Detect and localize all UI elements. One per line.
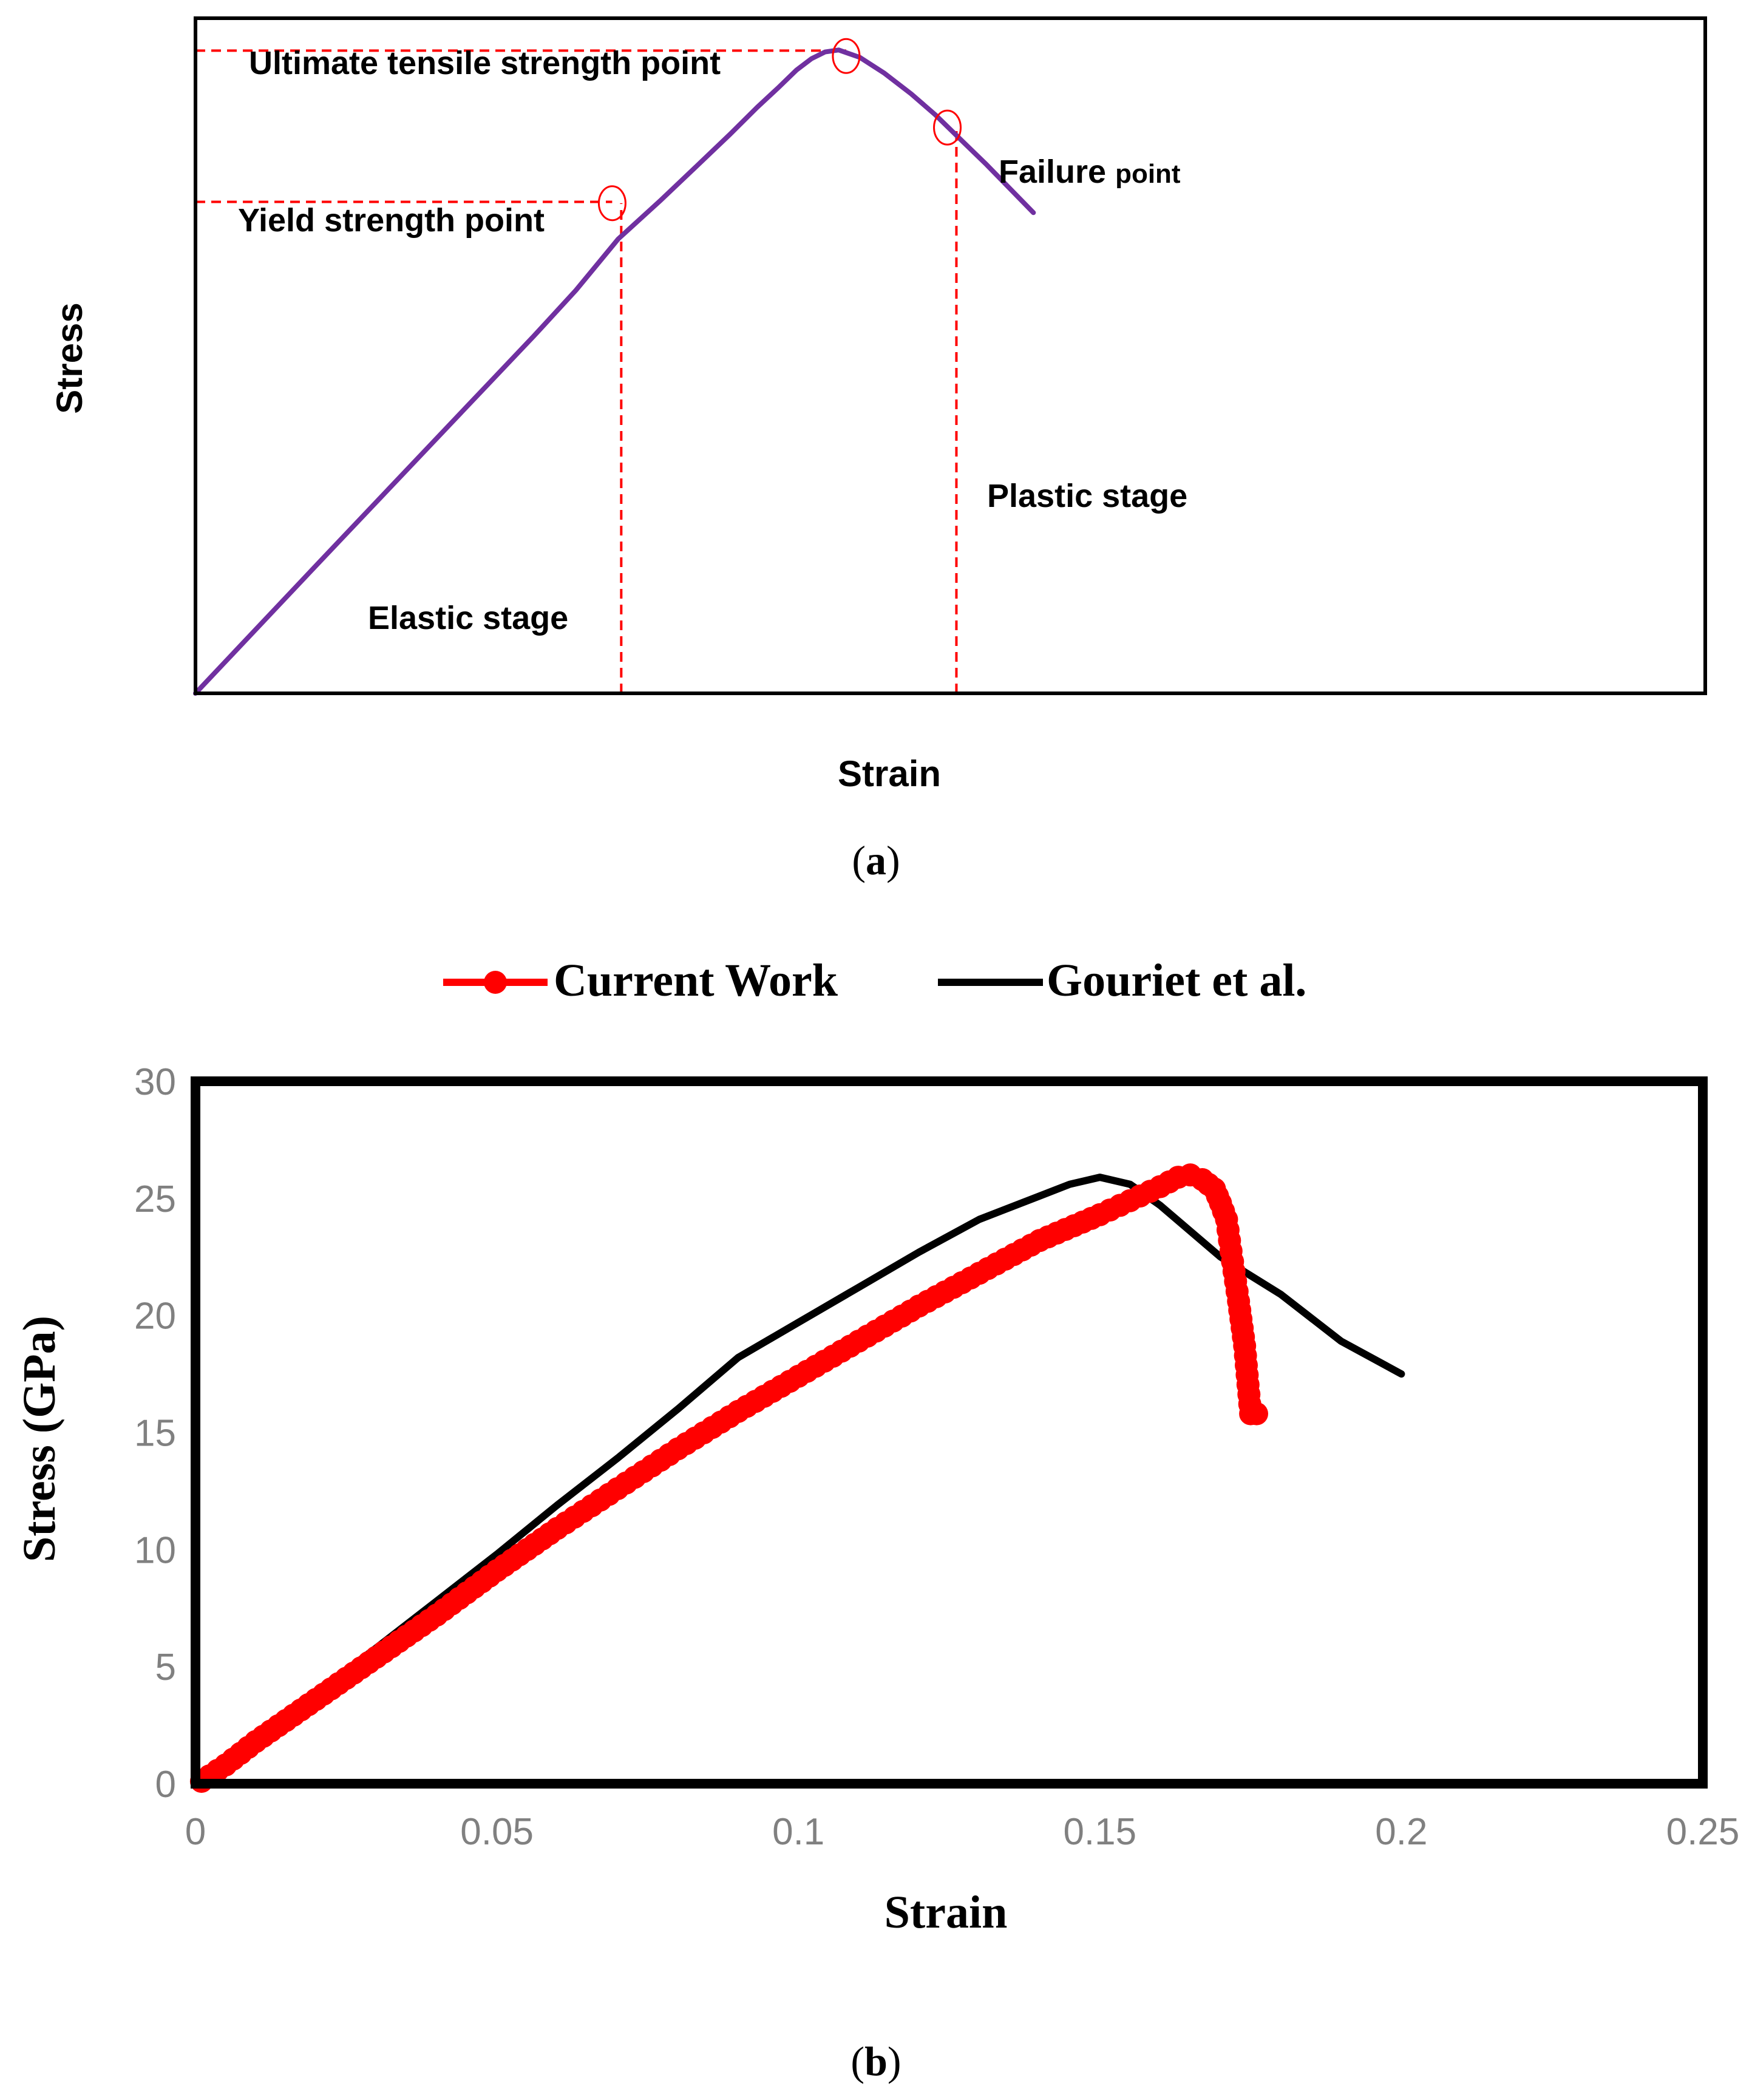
- x-tick-label: 0: [185, 1811, 206, 1853]
- y-tick-label: 20: [134, 1296, 176, 1337]
- y-tick-label: 15: [134, 1413, 176, 1455]
- panel-b-y-axis-label: Stress (GPa): [14, 1316, 65, 1562]
- panel-a-plot-frame: [194, 16, 1707, 695]
- legend-label-current-work: Current Work: [554, 955, 838, 1006]
- y-tick-label: 10: [134, 1529, 176, 1571]
- annotation-elastic-stage: Elastic stage: [368, 600, 568, 636]
- yield-strength-point-marker: [597, 185, 626, 222]
- failure-point-marker: [933, 109, 962, 146]
- panel-b-y-tick-labels: 0 5 10 15 20 25 30: [134, 1061, 176, 1806]
- x-tick-label: 0.05: [460, 1811, 534, 1853]
- annotation-failure-point: Failure point: [999, 154, 1181, 190]
- legend-item-gouriet: Gouriet et al.: [938, 955, 1306, 1006]
- panel-a-caption-letter: a: [866, 837, 886, 883]
- legend-item-current-work: Current Work: [443, 955, 838, 1006]
- panel-a-guide-lines: [195, 49, 958, 693]
- panel-b-plot-frame: [191, 1076, 1708, 1789]
- annotation-failure-main: Failure: [999, 154, 1106, 190]
- panel-a-x-axis-label: Strain: [838, 753, 941, 794]
- panel-b-x-axis-label: Strain: [884, 1887, 1008, 1938]
- panel-b: Current Work Gouriet et al. 0 5 10 15 20 25 30…: [14, 955, 1739, 2084]
- y-tick-label: 25: [134, 1178, 176, 1220]
- y-tick-label: 0: [155, 1764, 176, 1806]
- panel-a-key-points: [597, 38, 962, 222]
- legend-marker-current-work: [484, 971, 507, 994]
- annotation-failure-sub: point: [1115, 159, 1181, 189]
- series-markers-current-work: [189, 1163, 1268, 1793]
- panel-b-x-tick-labels: 0 0.05 0.1 0.15 0.2 0.25: [185, 1811, 1740, 1853]
- panel-b-legend: Current Work Gouriet et al.: [443, 955, 1306, 1006]
- panel-a-caption: (a): [852, 837, 900, 883]
- annotation-plastic-stage: Plastic stage: [987, 478, 1187, 514]
- legend-label-gouriet: Gouriet et al.: [1047, 955, 1306, 1006]
- panel-b-caption-letter: b: [864, 2038, 888, 2084]
- panel-a-stress-strain-curve: [193, 47, 1036, 696]
- ultimate-tensile-strength-point-marker: [832, 38, 861, 74]
- annotation-ultimate-tensile-strength: Ultimate tensile strength point: [249, 45, 721, 81]
- panel-a-y-axis-label: Stress: [49, 302, 90, 413]
- annotation-yield-strength: Yield strength point: [238, 202, 545, 239]
- panel-b-caption: (b): [851, 2038, 901, 2084]
- current-work-point: [1245, 1402, 1268, 1425]
- x-tick-label: 0.1: [772, 1811, 824, 1853]
- x-tick-label: 0.25: [1666, 1811, 1740, 1853]
- x-tick-label: 0.15: [1063, 1811, 1136, 1853]
- panel-a: Ultimate tensile strength point Yield st…: [49, 16, 1707, 883]
- y-tick-label: 30: [134, 1061, 176, 1103]
- y-tick-label: 5: [155, 1646, 176, 1688]
- x-tick-label: 0.2: [1375, 1811, 1427, 1853]
